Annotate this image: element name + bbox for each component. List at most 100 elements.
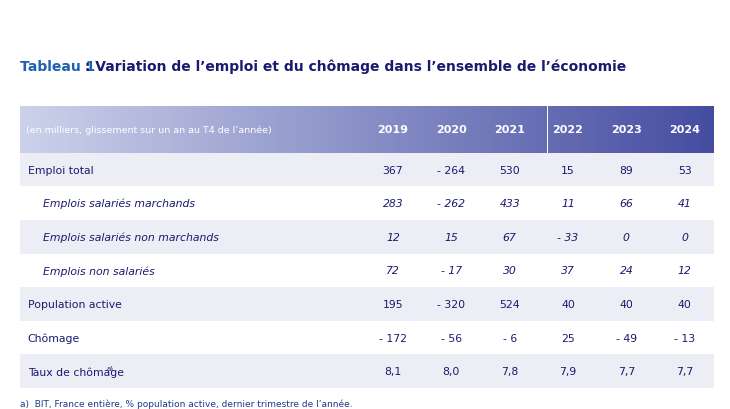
- Text: 2024: 2024: [669, 125, 700, 135]
- Bar: [548, 106, 550, 153]
- Bar: [626, 106, 629, 153]
- Bar: [134, 106, 136, 153]
- Bar: [583, 106, 585, 153]
- Bar: [20, 220, 714, 254]
- Bar: [441, 106, 443, 153]
- Bar: [41, 106, 44, 153]
- Bar: [173, 106, 175, 153]
- Bar: [593, 106, 596, 153]
- Bar: [399, 106, 402, 153]
- Bar: [252, 106, 254, 153]
- Bar: [561, 106, 564, 153]
- Bar: [189, 106, 191, 153]
- Bar: [20, 355, 714, 388]
- Bar: [310, 106, 312, 153]
- Bar: [538, 106, 540, 153]
- Text: - 56: - 56: [441, 333, 462, 343]
- Bar: [312, 106, 314, 153]
- Bar: [238, 106, 240, 153]
- Bar: [617, 106, 619, 153]
- Bar: [20, 254, 714, 288]
- Bar: [383, 106, 385, 153]
- Bar: [367, 106, 369, 153]
- Bar: [323, 106, 326, 153]
- Text: 40: 40: [678, 299, 692, 309]
- Bar: [670, 106, 672, 153]
- Bar: [187, 106, 189, 153]
- Bar: [552, 106, 555, 153]
- Bar: [369, 106, 372, 153]
- Bar: [480, 106, 483, 153]
- Bar: [39, 106, 42, 153]
- Bar: [411, 106, 413, 153]
- Bar: [196, 106, 199, 153]
- Bar: [332, 106, 335, 153]
- Bar: [504, 106, 506, 153]
- Bar: [518, 106, 520, 153]
- Bar: [522, 106, 524, 153]
- Bar: [577, 106, 580, 153]
- Text: (en milliers, glissement sur un an au T4 de l’année): (en milliers, glissement sur un an au T4…: [26, 125, 272, 135]
- Text: - 172: - 172: [379, 333, 407, 343]
- Bar: [120, 106, 122, 153]
- Bar: [46, 106, 48, 153]
- Bar: [564, 106, 566, 153]
- Bar: [141, 106, 143, 153]
- Bar: [496, 106, 499, 153]
- Bar: [589, 106, 591, 153]
- Text: 8,0: 8,0: [442, 366, 460, 376]
- Bar: [596, 106, 599, 153]
- Bar: [210, 106, 212, 153]
- Bar: [64, 106, 66, 153]
- Text: 40: 40: [561, 299, 575, 309]
- Bar: [453, 106, 455, 153]
- Text: 195: 195: [383, 299, 403, 309]
- Bar: [631, 106, 633, 153]
- Bar: [388, 106, 391, 153]
- Bar: [351, 106, 353, 153]
- Bar: [550, 106, 552, 153]
- Bar: [658, 106, 661, 153]
- Bar: [78, 106, 80, 153]
- Bar: [356, 106, 358, 153]
- Bar: [612, 106, 615, 153]
- Bar: [96, 106, 99, 153]
- Text: 7,7: 7,7: [618, 366, 635, 376]
- Text: Emplois salariés non marchands: Emplois salariés non marchands: [43, 232, 219, 243]
- Bar: [300, 106, 302, 153]
- Bar: [20, 106, 23, 153]
- Bar: [460, 106, 462, 153]
- Bar: [573, 106, 575, 153]
- Bar: [152, 106, 155, 153]
- Bar: [131, 106, 134, 153]
- Bar: [464, 106, 466, 153]
- Text: - 264: - 264: [437, 165, 465, 175]
- Bar: [520, 106, 522, 153]
- Bar: [337, 106, 339, 153]
- Bar: [171, 106, 173, 153]
- Bar: [104, 106, 106, 153]
- Text: : Variation de l’emploi et du chômage dans l’ensemble de l’économie: : Variation de l’emploi et du chômage da…: [80, 59, 626, 74]
- Bar: [307, 106, 310, 153]
- Bar: [434, 106, 437, 153]
- Text: 283: 283: [383, 199, 403, 209]
- Text: 11: 11: [561, 199, 575, 209]
- Bar: [557, 106, 559, 153]
- Bar: [261, 106, 263, 153]
- Bar: [512, 106, 515, 153]
- Bar: [425, 106, 427, 153]
- Bar: [254, 106, 256, 153]
- Bar: [443, 106, 446, 153]
- Bar: [621, 106, 623, 153]
- Bar: [515, 106, 518, 153]
- Bar: [702, 106, 704, 153]
- Bar: [536, 106, 538, 153]
- Bar: [568, 106, 571, 153]
- Bar: [316, 106, 318, 153]
- Bar: [185, 106, 187, 153]
- Bar: [296, 106, 298, 153]
- Bar: [20, 321, 714, 355]
- Bar: [638, 106, 640, 153]
- Bar: [585, 106, 587, 153]
- Bar: [640, 106, 642, 153]
